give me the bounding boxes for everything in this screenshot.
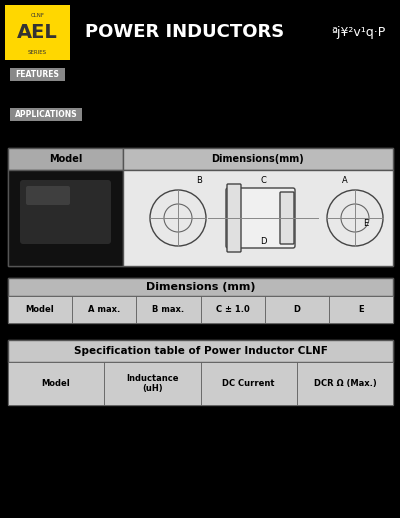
Text: C ± 1.0: C ± 1.0 xyxy=(216,305,250,314)
Text: Inductance
(uH): Inductance (uH) xyxy=(126,374,179,393)
Bar xyxy=(123,170,393,266)
Text: APPLICATIONS: APPLICATIONS xyxy=(15,110,77,119)
Text: A: A xyxy=(342,176,347,184)
Text: FEATURES: FEATURES xyxy=(16,70,60,79)
Text: C: C xyxy=(260,176,266,184)
Bar xyxy=(8,296,72,323)
Bar xyxy=(8,362,104,405)
Bar xyxy=(123,148,393,170)
Bar xyxy=(8,148,393,266)
Bar xyxy=(200,296,265,323)
Text: Specification table of Power Inductor CLNF: Specification table of Power Inductor CL… xyxy=(74,346,328,356)
FancyBboxPatch shape xyxy=(280,192,294,244)
Text: D: D xyxy=(260,237,267,246)
Text: CLNF: CLNF xyxy=(30,12,44,18)
Bar xyxy=(265,296,329,323)
Text: SERIES: SERIES xyxy=(28,50,47,54)
Bar xyxy=(297,362,393,405)
Bar xyxy=(8,340,393,362)
FancyBboxPatch shape xyxy=(226,188,295,248)
Bar xyxy=(8,340,393,405)
Text: B: B xyxy=(196,176,202,184)
Text: A max.: A max. xyxy=(88,305,120,314)
Text: Dimensions(mm): Dimensions(mm) xyxy=(212,154,304,164)
Text: E: E xyxy=(363,219,369,227)
Bar xyxy=(8,148,123,170)
Text: E: E xyxy=(358,305,364,314)
Text: Dimensions (mm): Dimensions (mm) xyxy=(146,282,255,292)
Bar xyxy=(104,362,200,405)
Text: POWER INDUCTORS: POWER INDUCTORS xyxy=(85,23,284,41)
Text: Model: Model xyxy=(49,154,82,164)
FancyBboxPatch shape xyxy=(20,180,111,244)
Text: DC Current: DC Current xyxy=(222,379,275,388)
Text: DCR Ω (Max.): DCR Ω (Max.) xyxy=(314,379,376,388)
Text: Model: Model xyxy=(26,305,54,314)
Bar xyxy=(72,296,136,323)
Bar xyxy=(8,170,123,266)
Text: D: D xyxy=(293,305,300,314)
FancyBboxPatch shape xyxy=(26,186,70,205)
Bar xyxy=(8,278,393,323)
FancyBboxPatch shape xyxy=(227,184,241,252)
Text: AEL: AEL xyxy=(17,23,58,42)
Text: B max.: B max. xyxy=(152,305,184,314)
Text: ªj¥²v¹q·P: ªj¥²v¹q·P xyxy=(331,25,385,38)
Bar xyxy=(329,296,393,323)
Text: Model: Model xyxy=(42,379,70,388)
Bar xyxy=(200,362,297,405)
Bar xyxy=(136,296,200,323)
Bar xyxy=(10,108,82,121)
Bar xyxy=(5,5,70,60)
Bar xyxy=(8,278,393,296)
Bar xyxy=(10,68,65,81)
